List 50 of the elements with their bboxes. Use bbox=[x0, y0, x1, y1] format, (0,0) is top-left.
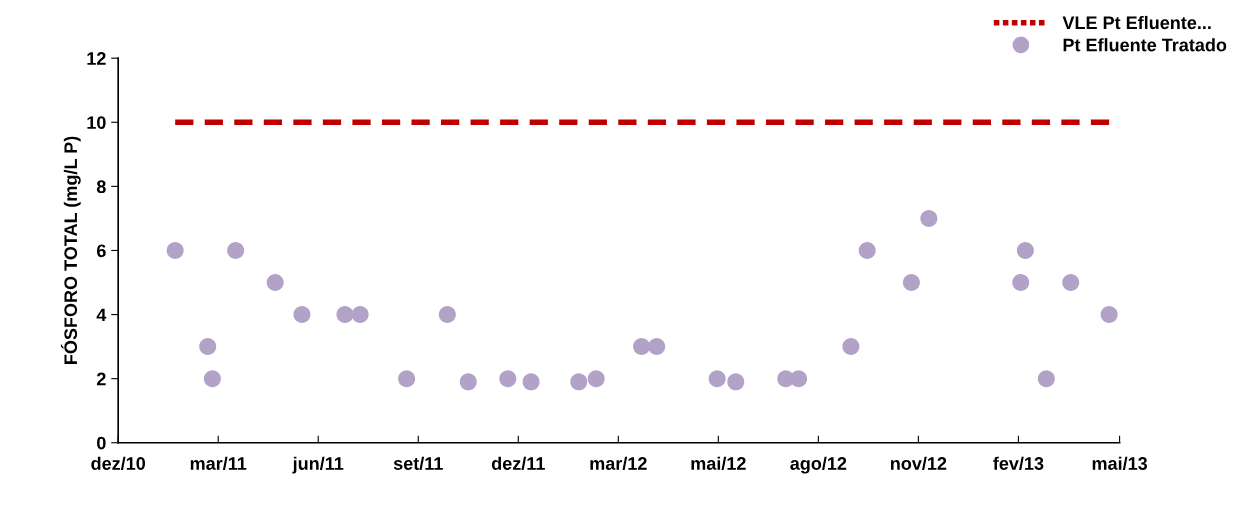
point bbox=[398, 370, 416, 388]
point bbox=[199, 338, 217, 356]
x-tick-label: set/11 bbox=[393, 456, 443, 471]
x-tick-label: ago/12 bbox=[790, 456, 847, 474]
x-tick-label: fev/13 bbox=[993, 456, 1044, 471]
x-tick-label: mar/11 bbox=[190, 456, 247, 471]
point bbox=[203, 370, 221, 388]
point bbox=[336, 306, 354, 324]
point bbox=[351, 306, 369, 324]
point bbox=[727, 373, 745, 391]
y-tick-label: 0 bbox=[97, 436, 106, 450]
point bbox=[790, 370, 808, 388]
y-tick-label: 6 bbox=[96, 244, 106, 258]
x-tick-label: mar/12 bbox=[590, 456, 647, 471]
x-tick-label: nov/12 bbox=[890, 456, 947, 471]
x-tick-label: dez/11 bbox=[491, 456, 545, 471]
point bbox=[459, 373, 477, 391]
legend-label: Pt Efluente Tratado bbox=[1063, 38, 1227, 52]
point bbox=[858, 241, 876, 259]
y-axis-title: FÓSFORO TOTAL (mg/L P) bbox=[60, 136, 81, 364]
x-tick-label: dez/10 bbox=[91, 456, 146, 471]
point bbox=[293, 306, 311, 324]
point bbox=[1100, 306, 1118, 324]
point bbox=[708, 370, 726, 388]
point bbox=[266, 274, 284, 292]
point bbox=[920, 209, 938, 227]
point bbox=[1062, 274, 1080, 292]
point bbox=[902, 274, 920, 292]
point bbox=[648, 338, 666, 356]
point bbox=[633, 338, 651, 356]
point bbox=[438, 306, 456, 324]
point bbox=[522, 373, 540, 391]
point bbox=[1037, 370, 1055, 388]
x-tick-label: jun/11 bbox=[292, 456, 344, 474]
point bbox=[1016, 241, 1034, 259]
point bbox=[499, 370, 517, 388]
x-tick-label: mai/13 bbox=[1092, 456, 1148, 471]
y-tick-label: 12 bbox=[87, 52, 106, 65]
y-tick-label: 10 bbox=[87, 116, 106, 129]
point bbox=[842, 338, 860, 356]
legend-label: VLE Pt Efluente... bbox=[1062, 15, 1211, 30]
point bbox=[587, 370, 605, 388]
point bbox=[227, 241, 245, 259]
point bbox=[1012, 274, 1030, 292]
y-tick-label: 2 bbox=[96, 372, 106, 386]
y-tick-label: 4 bbox=[96, 308, 107, 322]
x-tick-label: mai/12 bbox=[691, 456, 746, 471]
point bbox=[570, 373, 588, 391]
y-tick-label: 8 bbox=[96, 180, 106, 194]
point bbox=[166, 241, 184, 259]
